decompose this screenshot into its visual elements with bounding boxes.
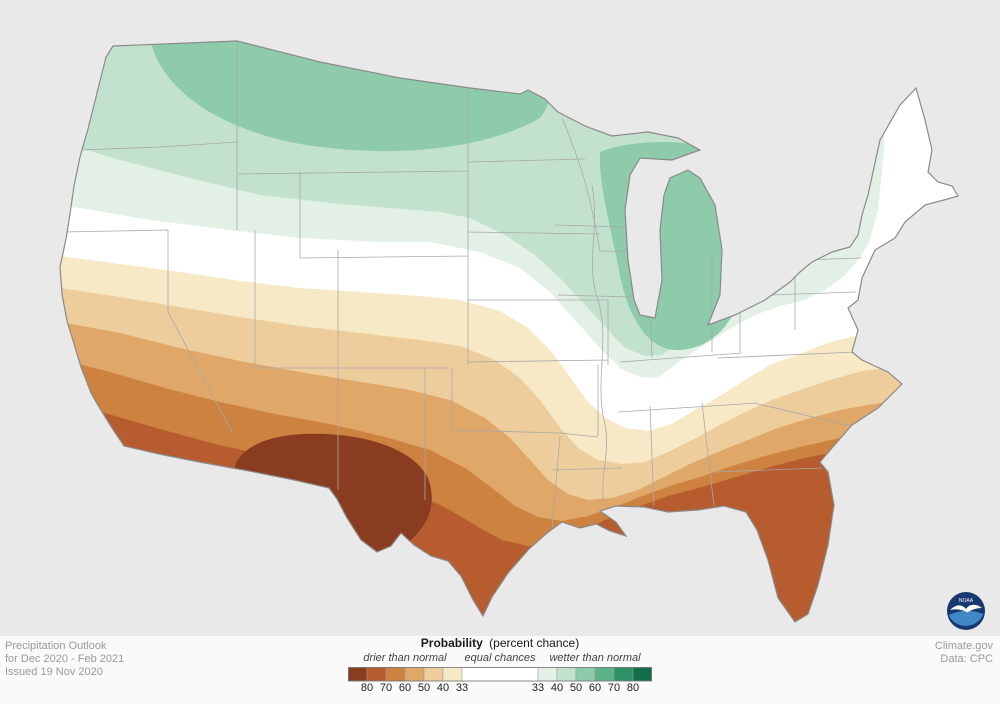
noaa-logo-sea <box>948 610 984 626</box>
legend-title-main: Probability <box>420 636 483 650</box>
map-caption: Precipitation Outlook for Dec 2020 - Feb… <box>5 640 124 679</box>
noaa-logo-text: NOAA <box>959 598 974 604</box>
source-site: Climate.gov <box>934 640 993 652</box>
legend-label-equal: equal chances <box>464 652 536 664</box>
tick-drier-60: 60 <box>398 682 412 694</box>
tick-wetter-33: 33 <box>531 682 545 694</box>
noaa-logo: NOAA <box>946 591 986 636</box>
source-credit: Climate.gov Data: CPC <box>935 640 993 666</box>
band-drier-60 <box>60 346 958 622</box>
swatch-drier-70 <box>366 666 387 682</box>
caption-title: Precipitation Outlook <box>5 640 107 652</box>
band-drier-80-southwest <box>235 433 432 563</box>
swatch-wetter-50 <box>575 666 596 682</box>
legend-bar-outline <box>348 667 652 682</box>
legend-tick-labels: 80 70 60 50 40 33 33 40 50 60 70 80 <box>348 682 652 696</box>
probability-legend: Probability (percent chance) drier than … <box>347 636 653 696</box>
tick-drier-33: 33 <box>455 682 469 694</box>
swatch-wetter-60 <box>594 666 615 682</box>
state-borders <box>63 41 863 529</box>
noaa-seagull-icon <box>950 604 982 613</box>
tick-wetter-70: 70 <box>607 682 621 694</box>
swatch-drier-50 <box>404 666 425 682</box>
tick-drier-70: 70 <box>379 682 393 694</box>
swatch-wetter-80 <box>632 666 653 682</box>
tick-drier-50: 50 <box>417 682 431 694</box>
swatch-wetter-70 <box>613 666 634 682</box>
tick-wetter-60: 60 <box>588 682 602 694</box>
tick-drier-80: 80 <box>360 682 374 694</box>
swatch-wetter-40 <box>556 666 577 682</box>
source-data: Data: CPC <box>940 653 993 665</box>
tick-wetter-80: 80 <box>626 682 640 694</box>
caption-period: for Dec 2020 - Feb 2021 <box>5 653 125 665</box>
swatch-drier-60 <box>385 666 406 682</box>
swatch-drier-40 <box>423 666 444 682</box>
caption-issued: Issued 19 Nov 2020 <box>5 666 103 678</box>
legend-color-bar-svg <box>347 666 653 682</box>
legend-title: Probability (percent chance) <box>348 636 652 651</box>
legend-label-drier: drier than normal <box>363 652 447 664</box>
swatch-equal-chances <box>461 666 539 682</box>
noaa-logo-svg: NOAA <box>947 592 985 630</box>
tick-drier-40: 40 <box>436 682 450 694</box>
swatch-drier-80 <box>347 666 368 682</box>
legend-category-labels: drier than normal equal chances wetter t… <box>348 651 652 667</box>
tick-wetter-40: 40 <box>550 682 564 694</box>
tick-wetter-50: 50 <box>569 682 583 694</box>
swatch-drier-33 <box>442 666 463 682</box>
us-precipitation-outlook-map <box>59 40 959 623</box>
legend-label-wetter: wetter than normal <box>549 652 641 664</box>
legend-title-sub: (percent chance) <box>489 636 580 650</box>
legend-color-bar <box>347 666 653 682</box>
swatch-wetter-33 <box>537 666 558 682</box>
